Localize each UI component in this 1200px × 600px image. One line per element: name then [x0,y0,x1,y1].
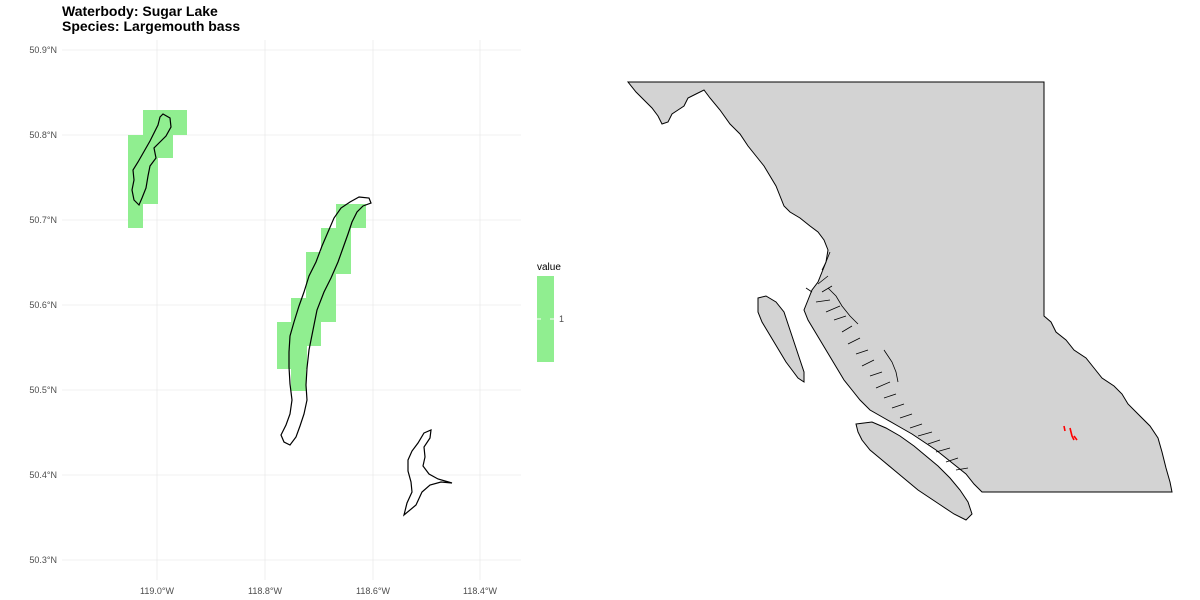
x-axis-labels: 119.0°W 118.8°W 118.6°W 118.4°W [140,586,497,596]
y-tick-label: 50.7°N [29,215,57,225]
y-tick-label: 50.5°N [29,385,57,395]
x-tick-label: 119.0°W [140,586,174,596]
x-tick-label: 118.8°W [248,586,282,596]
haida-gwaii-polygon [757,295,805,383]
y-tick-label: 50.6°N [29,300,57,310]
y-tick-label: 50.4°N [29,470,57,480]
left-map-panel: 50.9°N 50.8°N 50.7°N 50.6°N 50.5°N 50.4°… [29,40,564,596]
map-title: Waterbody: Sugar Lake Species: Largemout… [62,4,240,34]
waterbody-location-marker [1063,425,1078,441]
raster-cell [143,110,187,135]
x-tick-label: 118.6°W [356,586,390,596]
fjord-inlets [815,275,969,471]
raster-cell [291,369,306,391]
lake-outline-north [131,113,172,207]
marker-sugar-lake [1069,427,1075,441]
legend: value 1 [537,262,564,362]
y-tick-label: 50.8°N [29,130,57,140]
title-species: Species: Largemouth bass [62,18,241,34]
coastal-islands [805,251,899,383]
legend-title: value [537,262,561,273]
lake-outline-sugar-lake [280,196,372,446]
right-map-panel [626,81,1173,521]
raster-cell [128,135,173,158]
lake-outline-south [402,429,453,517]
presence-cells [128,110,366,391]
raster-cell [306,252,351,274]
raster-cell [277,346,307,369]
raster-cell [128,204,143,228]
coastline-details [805,251,969,471]
vancouver-island-polygon [855,421,973,521]
y-axis-labels: 50.9°N 50.8°N 50.7°N 50.6°N 50.5°N 50.4°… [29,45,57,565]
lake-outlines [131,113,453,517]
marker-lake-north [1063,425,1066,432]
raster-cell [321,228,351,252]
mainland-polygon [626,81,1173,493]
legend-color-bar [537,276,554,362]
title-waterbody: Waterbody: Sugar Lake [62,3,218,19]
y-tick-label: 50.3°N [29,555,57,565]
marker-lake-south [1073,435,1078,441]
x-tick-label: 118.4°W [463,586,497,596]
y-tick-label: 50.9°N [29,45,57,55]
legend-label: 1 [559,314,564,324]
raster-cell [291,298,336,322]
